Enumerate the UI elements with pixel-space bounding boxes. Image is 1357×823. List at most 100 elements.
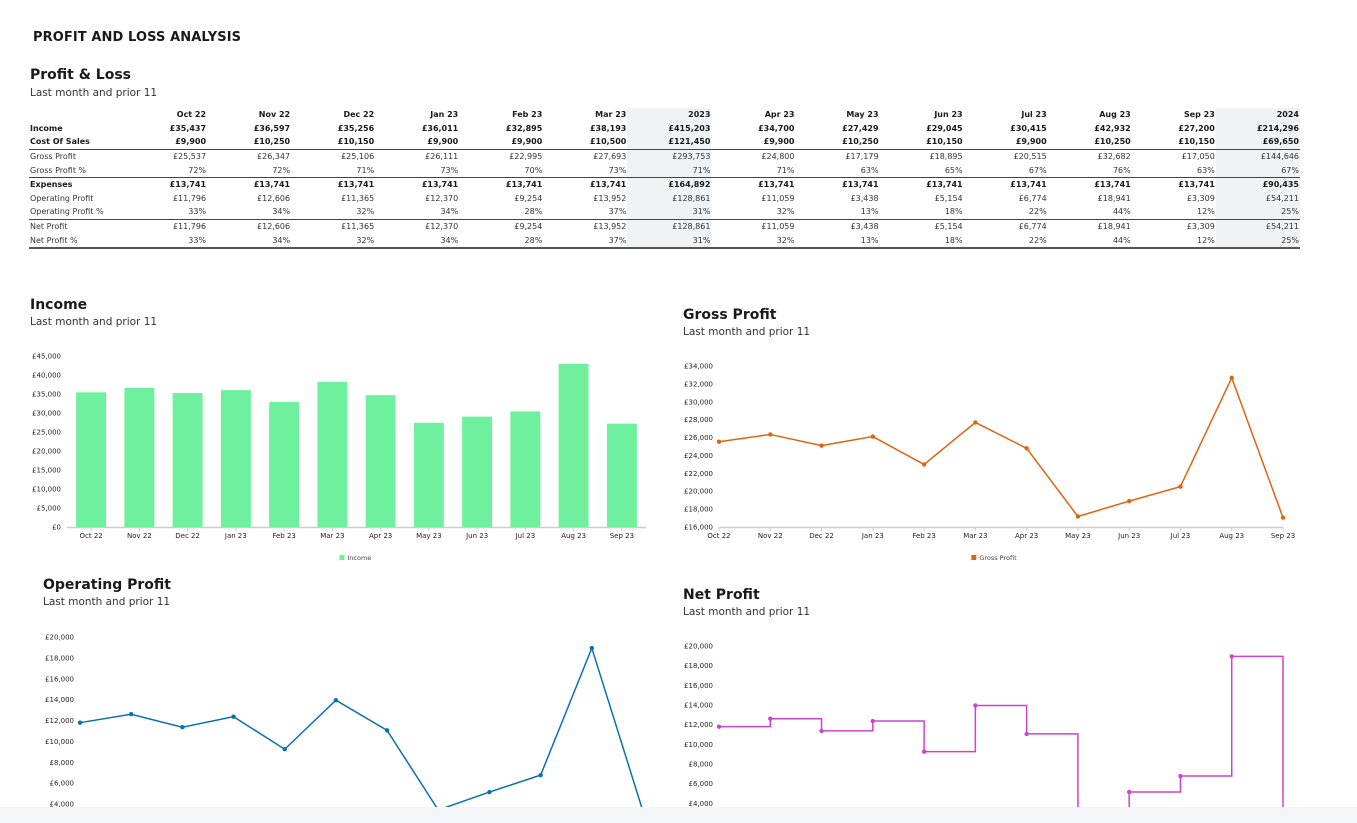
y-tick-label: £20,000: [684, 643, 713, 651]
table-cell: £9,900: [711, 135, 796, 150]
series-line: [79, 645, 643, 807]
y-tick-label: £22,000: [684, 470, 713, 478]
table-cell: £128,861: [627, 191, 712, 206]
table-cell: £32,895: [505, 123, 543, 133]
net-profit-chart-subtitle: Last month and prior 11: [683, 606, 811, 618]
table-cell: £121,450: [627, 135, 712, 150]
table-cell: 33%: [123, 205, 208, 220]
table-cell: £11,796: [172, 222, 207, 232]
data-point: [180, 724, 185, 730]
column-header: Feb 23: [512, 110, 543, 120]
table-cell: 12%: [1131, 205, 1216, 220]
table-corner: [29, 108, 123, 122]
table-cell: 32%: [291, 233, 376, 249]
table-row: Gross Profit % 72% 72% 71% 73% 70% 73% 71% 71% 63…: [29, 163, 1300, 178]
table-cell: £144,646: [1215, 149, 1300, 164]
row-label: Gross Profit: [30, 152, 76, 162]
table-row: Operating Profit % 33% 34% 32% 34% 28% 37% 31% 3…: [29, 205, 1300, 220]
y-tick-label: £20,000: [684, 488, 713, 496]
y-tick-label: £5,000: [37, 505, 62, 513]
x-tick-label: Jul 23: [515, 532, 536, 540]
table-cell: 65%: [879, 163, 964, 178]
table-cell: £9,900: [459, 135, 544, 150]
bar: [172, 393, 203, 527]
table-cell: £293,753: [627, 149, 712, 164]
data-point: [77, 720, 83, 725]
table-cell: 34%: [375, 233, 460, 249]
bottom-bar: [0, 807, 1357, 823]
y-tick-label: £10,000: [32, 486, 61, 494]
table-cell: 67%: [1215, 163, 1300, 178]
data-point: [819, 443, 824, 448]
x-tick-label: Dec 22: [809, 532, 834, 540]
table-cell: £13,741: [253, 180, 291, 190]
column-header: May 23: [846, 110, 879, 120]
table-cell: 28%: [459, 205, 544, 220]
table-cell: £13,741: [505, 180, 543, 190]
table-cell: 37%: [543, 233, 628, 249]
table-cell: £30,415: [1010, 123, 1047, 133]
table-cell: £17,179: [845, 152, 879, 162]
operating-profit-chart-subtitle: Last month and prior 11: [43, 596, 171, 608]
table-cell: £25,106: [341, 152, 375, 162]
data-point: [1126, 498, 1132, 504]
table-cell: £11,059: [761, 222, 795, 232]
table-cell: £10,150: [291, 135, 376, 150]
table-cell: £18,941: [1097, 222, 1131, 232]
table-header-row: Oct 22 Nov 22 Dec 22 Jan 23 Feb 23 Mar 23 2023…: [29, 108, 1300, 122]
x-tick-label: Apr 23: [1015, 532, 1038, 540]
x-tick-label: Dec 22: [175, 532, 200, 540]
table-cell: 31%: [627, 205, 712, 220]
data-point: [870, 718, 876, 724]
table-cell: £12,606: [257, 222, 291, 232]
bar: [317, 381, 348, 527]
y-tick-label: £16,000: [45, 675, 74, 683]
legend-label: Income: [347, 554, 371, 562]
bar: [510, 411, 541, 527]
row-label: Cost Of Sales: [29, 135, 123, 150]
x-tick-label: Nov 22: [758, 532, 783, 540]
table-cell: 25%: [1215, 233, 1300, 249]
row-label: Operating Profit: [30, 193, 94, 203]
gross-profit-chart: £16,000 £18,000 £20,000 £22,000 £24,000 £26,0…: [684, 363, 1295, 563]
table-cell: 71%: [711, 163, 796, 178]
y-tick-label: £4,000: [689, 800, 714, 807]
gross-profit-chart-title: Gross Profit: [683, 307, 777, 323]
y-tick-label: £8,000: [50, 759, 75, 767]
table-cell: £38,193: [589, 123, 627, 133]
table-cell: £34,700: [758, 123, 795, 133]
table-cell: £54,211: [1215, 191, 1300, 206]
table-cell: £24,800: [761, 152, 795, 162]
table-cell: £54,211: [1215, 219, 1300, 234]
table-cell: £27,693: [593, 152, 627, 162]
data-point: [282, 747, 287, 752]
table-cell: 73%: [375, 163, 460, 178]
data-point: [716, 724, 722, 729]
table-cell: £9,900: [123, 135, 208, 150]
pl-section-title: Profit & Loss: [30, 67, 132, 83]
data-point: [819, 728, 824, 734]
series-line: [719, 655, 1284, 807]
table-cell: £10,150: [1131, 135, 1216, 150]
data-point: [1229, 375, 1234, 380]
table-cell: £90,435: [1215, 177, 1300, 192]
column-header: Sep 23: [1183, 110, 1215, 120]
bar: [606, 423, 637, 527]
table-cell: £214,296: [1215, 121, 1300, 136]
bar: [462, 416, 493, 527]
table-cell: £13,741: [926, 180, 963, 190]
table-cell: 63%: [1131, 163, 1216, 178]
x-tick-label: Oct 22: [80, 532, 103, 540]
y-tick-label: £45,000: [32, 353, 61, 361]
table-cell: £13,741: [337, 180, 375, 190]
y-tick-label: £24,000: [684, 452, 713, 460]
table-row: Net Profit £11,796 £12,606 £11,365 £12,370 £9…: [29, 219, 1300, 234]
x-tick-label: Oct 22: [707, 532, 730, 540]
data-point: [1075, 514, 1081, 519]
table-cell: £3,438: [850, 193, 879, 203]
data-point: [1178, 484, 1183, 489]
table-cell: £13,741: [421, 180, 459, 190]
table-cell: £18,941: [1097, 193, 1131, 203]
column-header: Jan 23: [430, 110, 459, 120]
data-point: [1024, 731, 1029, 737]
